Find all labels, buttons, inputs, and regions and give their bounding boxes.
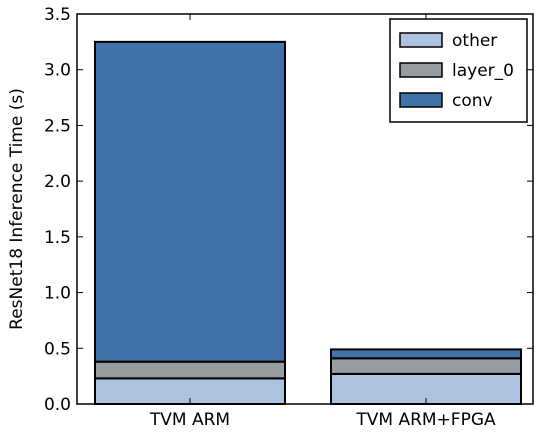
- y-tick-label: 0.5: [44, 339, 71, 359]
- y-tick-label: 3.5: [44, 5, 71, 25]
- y-axis-label: ResNet18 Inference Time (s): [7, 88, 27, 330]
- plot-frame: [76, 13, 534, 405]
- legend-label-other: other: [452, 31, 497, 51]
- legend-label-layer_0: layer_0: [452, 61, 514, 81]
- y-tick-label: 0.0: [44, 395, 71, 415]
- bar-segment-layer_0-0: [94, 360, 286, 380]
- legend-swatch-other: [399, 32, 443, 48]
- legend-label-conv: conv: [452, 91, 493, 111]
- y-tick-label: 1.5: [44, 228, 71, 248]
- x-axis: TVM ARM TVM ARM+FPGA: [149, 14, 496, 430]
- legend-swatch-conv: [399, 92, 443, 108]
- x-tick-label: TVM ARM: [149, 410, 230, 430]
- bar-segment-conv-1: [330, 348, 522, 360]
- y-tick-label: 2.0: [44, 172, 71, 192]
- y-tick-label: 2.5: [44, 116, 71, 136]
- bar-segment-layer_0-1: [330, 357, 522, 375]
- y-tick-label: 3.0: [44, 61, 71, 81]
- legend-swatch-layer_0: [399, 62, 443, 78]
- bar-segment-conv-0: [94, 40, 286, 363]
- y-tick-label: 1.0: [44, 284, 71, 304]
- y-axis: 0.0 0.5 1.0 1.5 2.0 2.5 3.0 3.5: [44, 5, 533, 415]
- x-tick-label: TVM ARM+FPGA: [355, 410, 496, 430]
